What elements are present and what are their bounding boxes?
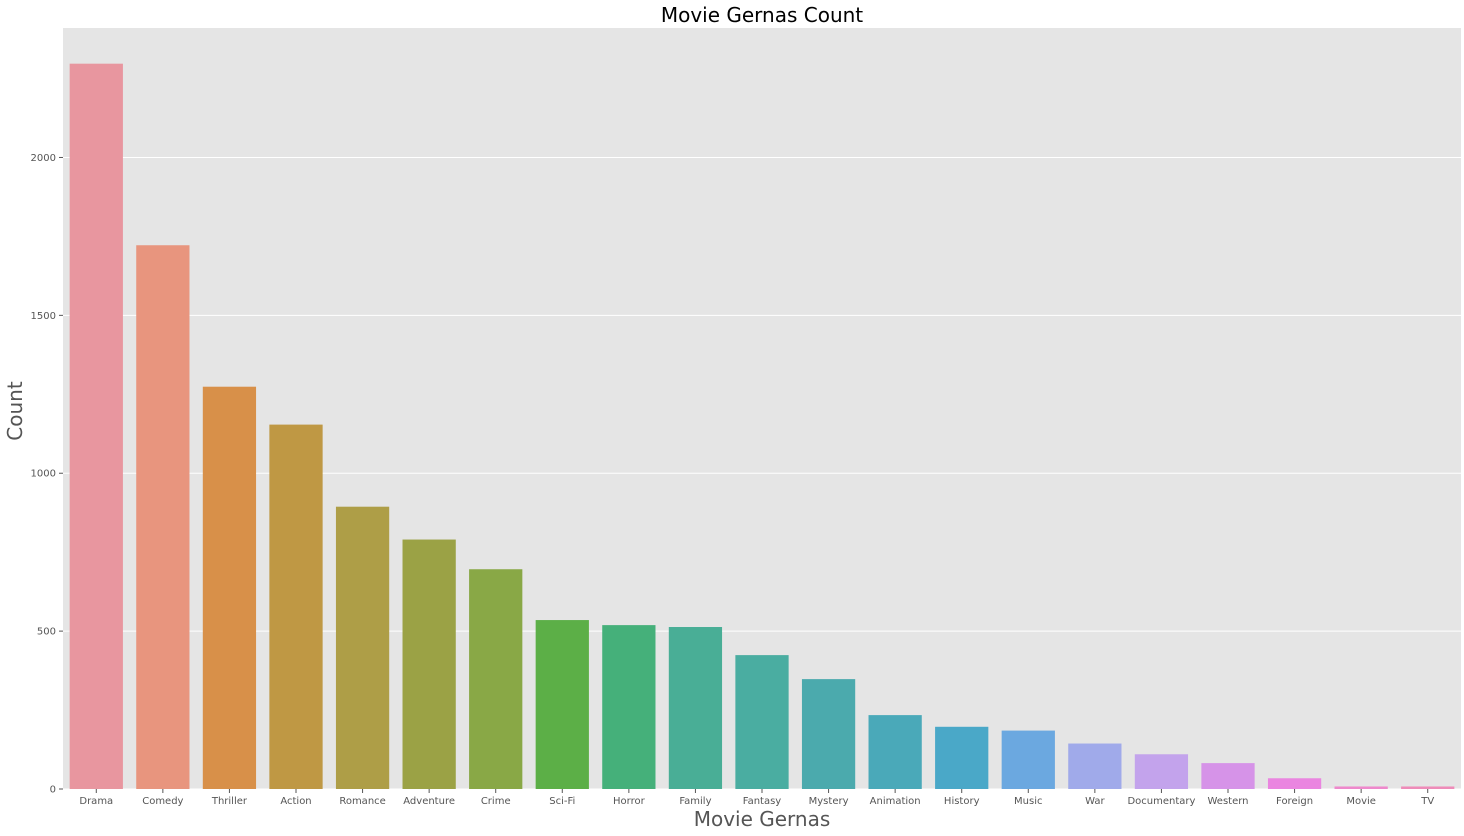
x-tick-label: Movie bbox=[1346, 796, 1376, 807]
x-tick-label: Documentary bbox=[1127, 796, 1195, 807]
bar-history bbox=[935, 726, 989, 789]
bar-adventure bbox=[402, 539, 456, 789]
x-tick-label: Foreign bbox=[1276, 796, 1313, 807]
x-tick-label: TV bbox=[1420, 796, 1434, 807]
y-tick-label: 500 bbox=[37, 627, 56, 638]
y-tick-label: 0 bbox=[50, 785, 56, 796]
y-tick-label: 2000 bbox=[31, 153, 56, 164]
x-tick-label: Family bbox=[679, 796, 711, 807]
x-tick-label: War bbox=[1085, 796, 1105, 807]
bar-tv bbox=[1401, 786, 1455, 789]
y-axis-label: Count bbox=[3, 381, 27, 441]
x-tick-label: Drama bbox=[79, 796, 113, 807]
x-tick-label: Music bbox=[1014, 796, 1042, 807]
x-tick-label: Animation bbox=[870, 796, 921, 807]
bar-family bbox=[668, 627, 723, 789]
x-axis-label: Movie Gernas bbox=[694, 807, 831, 831]
bar-foreign bbox=[1267, 778, 1322, 789]
y-tick-label: 1500 bbox=[31, 311, 56, 322]
x-tick-label: Horror bbox=[613, 796, 646, 807]
bar-crime bbox=[469, 569, 523, 789]
x-tick-label: Action bbox=[280, 796, 311, 807]
x-tick-label: Western bbox=[1207, 796, 1248, 807]
bar-war bbox=[1068, 743, 1122, 789]
bar-action bbox=[269, 424, 323, 789]
bar-western bbox=[1201, 763, 1255, 789]
chart-title: Movie Gernas Count bbox=[661, 3, 863, 27]
bar-mystery bbox=[801, 679, 856, 789]
bars bbox=[69, 63, 1455, 789]
x-tick-label: Romance bbox=[339, 796, 385, 807]
bar-fantasy bbox=[735, 655, 789, 789]
bar-documentary bbox=[1134, 754, 1189, 789]
bar-thriller bbox=[202, 386, 257, 789]
bar-sci-fi bbox=[535, 620, 589, 789]
bar-drama bbox=[69, 63, 123, 789]
x-axis-ticks: Drama Comedy Thriller Action Romance Adventur… bbox=[79, 789, 1434, 807]
y-tick-label: 1000 bbox=[31, 469, 56, 480]
x-tick-label: Adventure bbox=[403, 796, 455, 807]
bar-comedy bbox=[136, 245, 190, 789]
bar-romance bbox=[335, 506, 390, 789]
x-tick-label: Thriller bbox=[211, 796, 248, 807]
x-tick-label: Fantasy bbox=[743, 796, 782, 807]
x-tick-label: Mystery bbox=[809, 796, 849, 807]
x-tick-label: Crime bbox=[481, 796, 511, 807]
bar-movie bbox=[1334, 786, 1388, 789]
x-tick-label: Sci-Fi bbox=[549, 796, 575, 807]
bar-music bbox=[1001, 730, 1055, 789]
bar-horror bbox=[602, 625, 656, 789]
x-tick-label: Comedy bbox=[142, 796, 183, 807]
x-tick-label: History bbox=[944, 796, 980, 807]
y-axis-ticks: 0 500 1000 1500 2000 bbox=[31, 153, 63, 796]
bar-animation bbox=[868, 715, 922, 789]
